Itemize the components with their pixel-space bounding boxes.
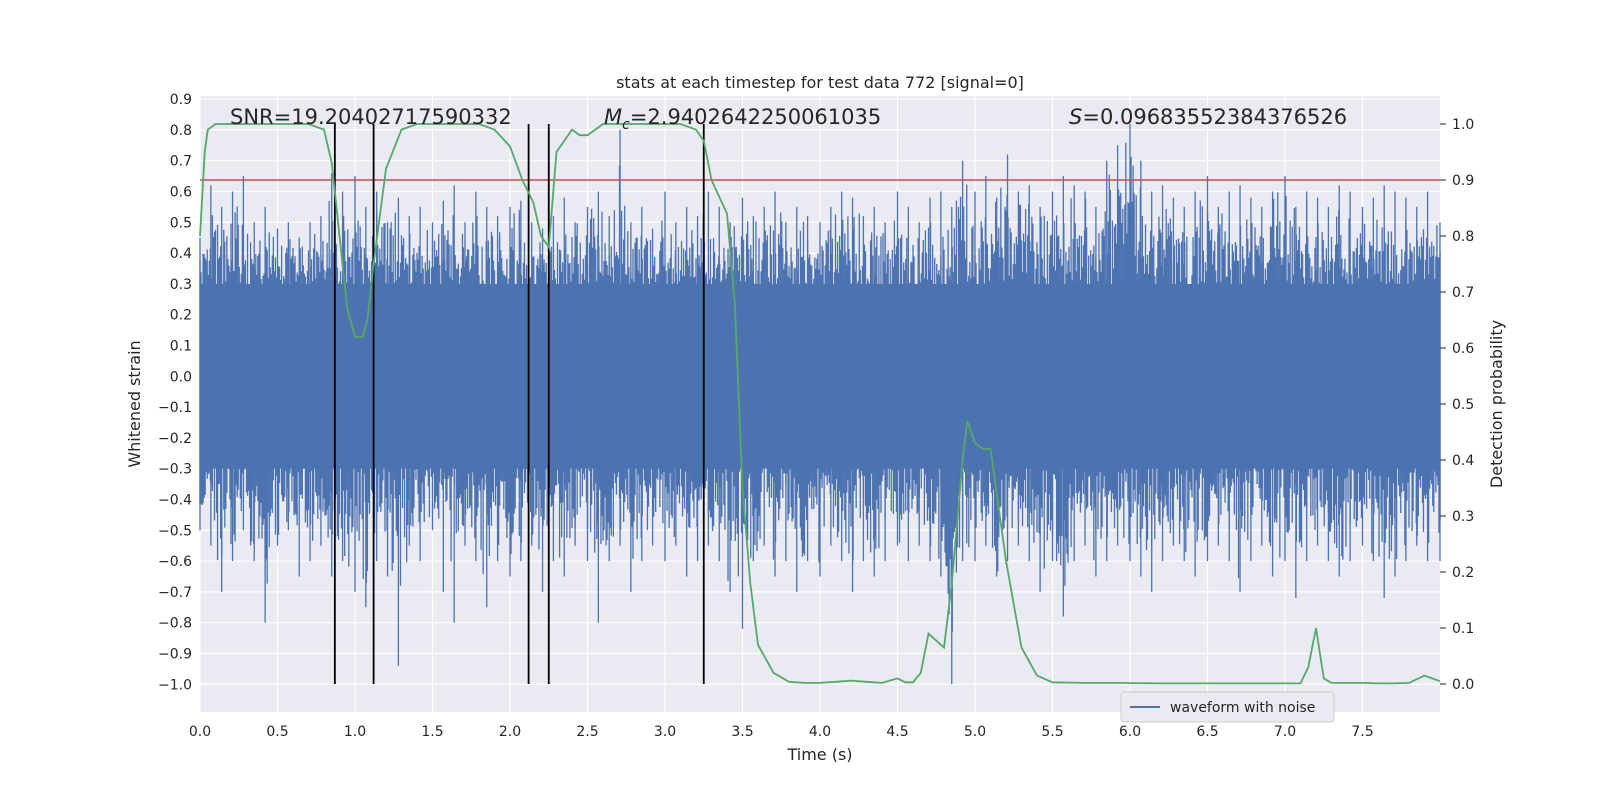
y2-tick-label: 0.1 bbox=[1452, 621, 1474, 637]
chirp-mass-value: =2.9402642250061035 bbox=[630, 105, 881, 129]
y2-tick-label: 0.0 bbox=[1452, 677, 1474, 693]
chirp-mass-subscript: c bbox=[622, 117, 630, 133]
x-tick-label: 4.0 bbox=[809, 724, 831, 740]
x-tick-label: 3.5 bbox=[731, 724, 753, 740]
y2-tick-label: 0.4 bbox=[1452, 453, 1474, 469]
y2-axis-label: Detection probability bbox=[1487, 320, 1506, 488]
s-symbol: S bbox=[1069, 105, 1082, 129]
y-tick-label: −0.3 bbox=[158, 462, 192, 478]
x-tick-label: 6.5 bbox=[1196, 724, 1218, 740]
y-tick-labels: 0.9 0.8 0.7 0.6 0.5 0.4 0.3 0.2 0.1 0.0 −0.1 −0.2 −0… bbox=[158, 92, 192, 693]
detection-probability-line bbox=[199, 123, 1441, 685]
chirp-mass-symbol: M bbox=[604, 105, 622, 129]
y2-tick-label: 0.6 bbox=[1452, 341, 1474, 357]
y-tick-label: 0.8 bbox=[170, 123, 192, 139]
waveform-series bbox=[199, 123, 1441, 685]
y-tick-label: −1.0 bbox=[158, 677, 192, 693]
y-tick-label: −0.5 bbox=[158, 523, 192, 539]
y2-tick-labels: 1.0 0.9 0.8 0.7 0.6 0.5 0.4 0.3 0.2 0.1 0.0 bbox=[1440, 117, 1474, 693]
x-tick-label: 0.0 bbox=[189, 724, 211, 740]
x-tick-label: 1.0 bbox=[344, 724, 366, 740]
y-tick-label: −0.2 bbox=[158, 431, 192, 447]
y2-tick-label: 1.0 bbox=[1452, 117, 1474, 133]
x-tick-label: 7.5 bbox=[1351, 724, 1373, 740]
y-tick-label: 0.6 bbox=[170, 184, 192, 200]
y-tick-label: 0.5 bbox=[170, 215, 192, 231]
vertical-markers bbox=[333, 124, 705, 684]
y-tick-label: −0.4 bbox=[158, 492, 192, 508]
y-tick-label: −0.1 bbox=[158, 400, 192, 416]
y2-tick-label: 0.2 bbox=[1452, 565, 1474, 581]
y2-tick-label: 0.8 bbox=[1452, 229, 1474, 245]
x-tick-label: 6.0 bbox=[1119, 724, 1141, 740]
y-tick-label: 0.0 bbox=[170, 369, 192, 385]
x-tick-label: 4.5 bbox=[886, 724, 908, 740]
s-value: =0.09683552384376526 bbox=[1082, 105, 1347, 129]
chirp-mass-annotation: Mc=2.9402642250061035 bbox=[604, 105, 881, 133]
y-tick-label: 0.3 bbox=[170, 277, 192, 293]
y-tick-label: −0.7 bbox=[158, 585, 192, 601]
y-tick-label: 0.9 bbox=[170, 92, 192, 108]
x-tick-labels: 0.0 0.5 1.0 1.5 2.0 2.5 3.0 3.5 4.0 4.5 5.0 5.5 6.0 6… bbox=[189, 724, 1374, 740]
y-tick-label: −0.8 bbox=[158, 616, 192, 632]
x-tick-label: 3.0 bbox=[654, 724, 676, 740]
y2-tick-label: 0.7 bbox=[1452, 285, 1474, 301]
legend-box bbox=[1120, 691, 1335, 723]
y-tick-label: −0.9 bbox=[158, 646, 192, 662]
y-tick-label: 0.7 bbox=[170, 154, 192, 170]
x-axis-label: Time (s) bbox=[786, 745, 852, 764]
x-tick-label: 1.5 bbox=[421, 724, 443, 740]
snr-annotation: SNR=19.20402717590332 bbox=[230, 105, 512, 129]
x-tick-label: 0.5 bbox=[266, 724, 288, 740]
chart-title: stats at each timestep for test data 772… bbox=[616, 73, 1024, 92]
x-tick-label: 2.5 bbox=[576, 724, 598, 740]
s-annotation: S=0.09683552384376526 bbox=[1069, 105, 1347, 129]
y2-tick-label: 0.3 bbox=[1452, 509, 1474, 525]
y-tick-label: −0.6 bbox=[158, 554, 192, 570]
y-tick-label: 0.4 bbox=[170, 246, 192, 262]
y2-tick-label: 0.9 bbox=[1452, 173, 1474, 189]
y-tick-label: 0.2 bbox=[170, 308, 192, 324]
x-tick-label: 7.0 bbox=[1274, 724, 1296, 740]
x-tick-label: 5.5 bbox=[1041, 724, 1063, 740]
y2-tick-label: 0.5 bbox=[1452, 397, 1474, 413]
y-tick-label: 0.1 bbox=[170, 338, 192, 354]
x-tick-label: 5.0 bbox=[964, 724, 986, 740]
x-tick-label: 2.0 bbox=[499, 724, 521, 740]
legend: waveform with noise bbox=[1120, 691, 1335, 723]
y-axis-label: Whitened strain bbox=[125, 340, 144, 467]
legend-label: waveform with noise bbox=[1170, 700, 1315, 716]
